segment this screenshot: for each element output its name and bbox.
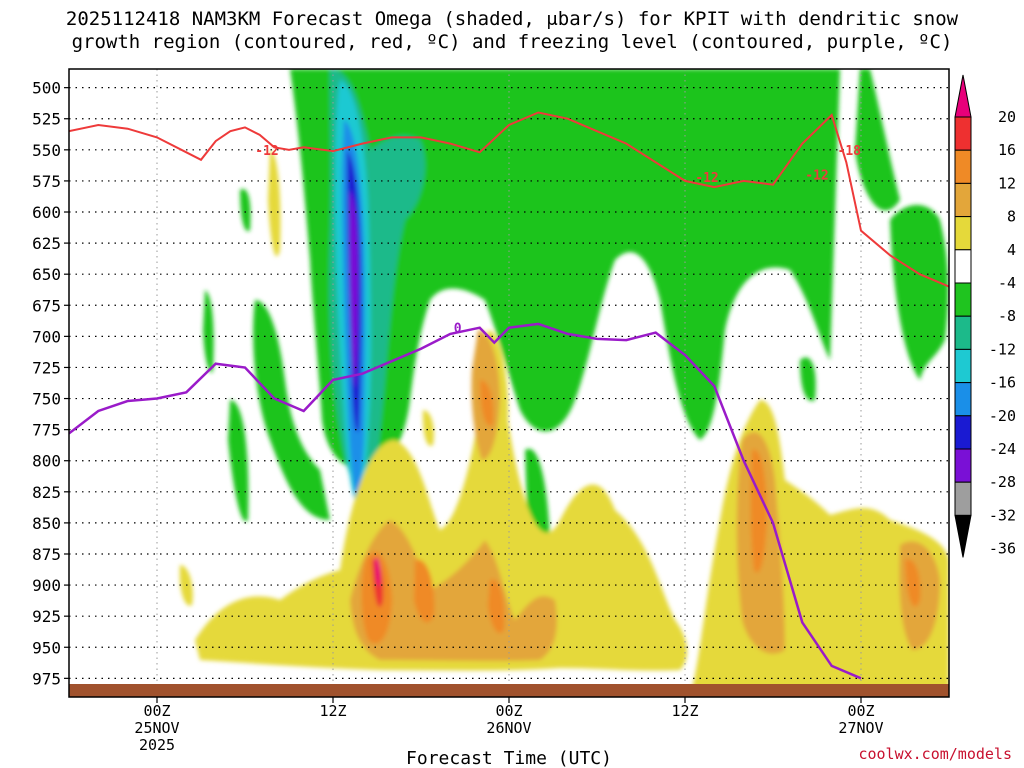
y-tick-label: 850 xyxy=(32,514,61,533)
omega-ascent-region xyxy=(240,189,251,232)
colorbar-label: 12 xyxy=(998,174,1016,192)
omega-descent-region xyxy=(750,449,767,573)
omega-ascent-region xyxy=(855,69,900,211)
colorbar-label: -36 xyxy=(989,540,1016,558)
colorbar-label: -8 xyxy=(998,307,1016,325)
credit-text: coolwx.com/models xyxy=(858,745,1012,763)
colorbar-swatch xyxy=(954,514,972,558)
colorbar-label: 4 xyxy=(1007,241,1016,259)
colorbar-swatch xyxy=(954,382,972,417)
colorbar-label: -20 xyxy=(989,407,1016,425)
y-tick-label: 700 xyxy=(32,327,61,346)
terrain-ground xyxy=(69,684,949,697)
x-tick-label: 25NOV xyxy=(134,719,179,737)
y-tick-label: 775 xyxy=(32,421,61,440)
y-tick-label: 675 xyxy=(32,296,61,315)
y-tick-label: 950 xyxy=(32,638,61,657)
y-tick-label: 975 xyxy=(32,669,61,688)
x-tick-label: 00Z xyxy=(143,702,170,720)
omega-descent-region xyxy=(375,557,381,586)
colorbar-swatch xyxy=(954,315,972,350)
colorbar-swatch xyxy=(954,182,972,218)
x-tick-label: 00Z xyxy=(495,702,522,720)
colorbar: 20 16 12 8 4 -4 -8 -12 -16 -20 -24 -28 -32 -36 xyxy=(954,74,1016,558)
dgz-contour-label: -12 xyxy=(805,169,828,184)
colorbar-label: -12 xyxy=(989,340,1016,358)
gridlines xyxy=(69,69,949,697)
colorbar-swatch xyxy=(954,216,972,251)
y-tick-label: 625 xyxy=(32,234,61,253)
x-tick-label: 12Z xyxy=(671,702,698,720)
dgz-contour-label: -12 xyxy=(695,171,718,186)
x-tick-label: 2025 xyxy=(139,736,175,754)
y-tick-label: 750 xyxy=(32,390,61,409)
freezing-contour-label: 0 xyxy=(454,322,462,337)
omega-ascent-region xyxy=(290,69,840,470)
chart-title-line1: 2025112418 NAM3KM Forecast Omega (shaded… xyxy=(65,8,959,30)
y-tick-label: 600 xyxy=(32,203,61,222)
x-tick-label: 26NOV xyxy=(486,719,531,737)
colorbar-swatch xyxy=(954,74,972,118)
y-tick-label: 875 xyxy=(32,545,61,564)
omega-ascent-region xyxy=(350,190,358,390)
colorbar-swatch xyxy=(954,116,972,151)
contour-labels: -12 -12 -12 -18 0 xyxy=(255,144,861,337)
colorbar-swatch xyxy=(954,249,972,284)
x-axis-label: Forecast Time (UTC) xyxy=(406,748,612,768)
colorbar-swatch xyxy=(954,415,972,450)
omega-descent-region xyxy=(268,150,281,257)
x-tick-label: 27NOV xyxy=(838,719,883,737)
omega-descent-region xyxy=(422,410,434,446)
omega-shading xyxy=(179,69,949,697)
colorbar-swatch xyxy=(954,448,972,483)
chart-title-line2: growth region (contoured, red, ºC) and f… xyxy=(71,31,953,53)
y-tick-label: 525 xyxy=(32,110,61,129)
dgz-contour-label: -18 xyxy=(838,144,862,159)
plot-area: -12 -12 -12 -18 0 xyxy=(68,68,950,698)
colorbar-label: 20 xyxy=(998,108,1016,126)
colorbar-label: -16 xyxy=(989,374,1016,392)
y-tick-label: 575 xyxy=(32,172,61,191)
omega-descent-region xyxy=(488,579,505,634)
colorbar-label: -4 xyxy=(998,274,1016,292)
colorbar-swatch xyxy=(954,282,972,317)
freezing-level-line xyxy=(69,322,862,680)
omega-ascent-region xyxy=(203,290,214,373)
y-tick-label: 925 xyxy=(32,607,61,626)
colorbar-label: -32 xyxy=(989,506,1016,524)
omega-descent-region xyxy=(480,380,494,426)
y-tick-label: 550 xyxy=(32,141,61,160)
dgz-contour-label: -12 xyxy=(255,144,278,159)
x-tick-label: 00Z xyxy=(847,702,874,720)
colorbar-swatch xyxy=(954,149,972,184)
omega-ascent-region xyxy=(253,300,330,520)
dgz-contour-line xyxy=(69,111,949,288)
colorbar-label: -24 xyxy=(989,440,1016,458)
y-tick-label: 500 xyxy=(32,79,61,98)
colorbar-swatch xyxy=(954,481,972,516)
omega-descent-region xyxy=(414,559,435,623)
omega-descent-region xyxy=(350,520,557,661)
y-tick-label: 725 xyxy=(32,358,61,377)
colorbar-label: -28 xyxy=(989,473,1016,491)
colorbar-label: 16 xyxy=(998,141,1016,159)
y-tick-label: 900 xyxy=(32,576,61,595)
colorbar-label: 8 xyxy=(1007,208,1016,226)
y-axis: 500 525 550 575 600 625 650 675 700 725 750 775 800 8… xyxy=(32,79,69,688)
colorbar-swatch xyxy=(954,348,972,384)
x-tick-label: 12Z xyxy=(319,702,346,720)
y-tick-label: 650 xyxy=(32,265,61,284)
omega-ascent-region xyxy=(800,357,816,401)
y-tick-label: 800 xyxy=(32,452,61,471)
y-tick-label: 825 xyxy=(32,483,61,502)
omega-descent-region xyxy=(905,559,921,607)
